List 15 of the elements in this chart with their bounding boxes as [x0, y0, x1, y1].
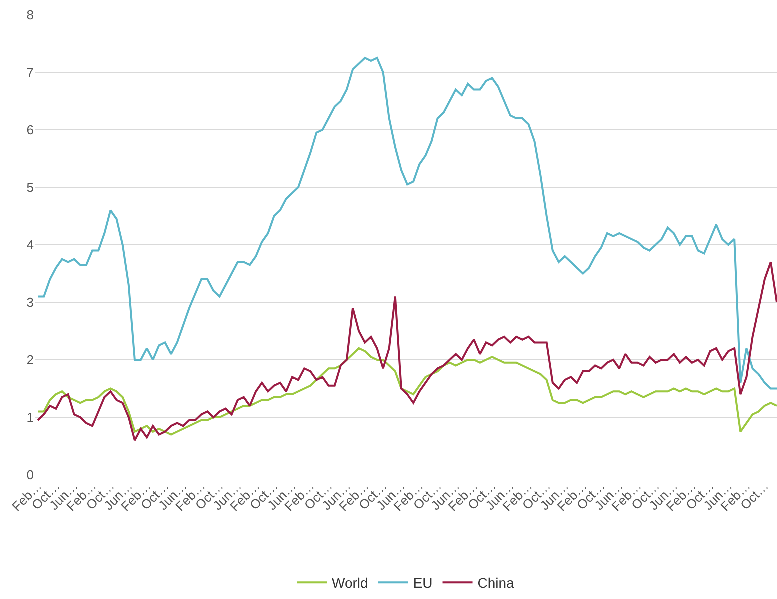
legend-label: China [478, 575, 515, 592]
legend-label: EU [413, 575, 433, 592]
y-tick-label: 4 [26, 238, 34, 253]
y-tick-label: 5 [26, 180, 34, 196]
y-tick-label: 1 [26, 410, 34, 426]
line-series [37, 57, 777, 390]
y-tick-label: 6 [26, 122, 34, 138]
line-series [37, 348, 777, 436]
legend-label: World [332, 575, 368, 592]
y-tick-label: 3 [26, 295, 34, 310]
y-tick-label: 2 [26, 352, 34, 368]
y-tick-label: 8 [26, 8, 34, 23]
line-series [37, 261, 777, 442]
y-tick-label: 0 [26, 468, 34, 483]
y-tick-label: 7 [26, 65, 34, 80]
